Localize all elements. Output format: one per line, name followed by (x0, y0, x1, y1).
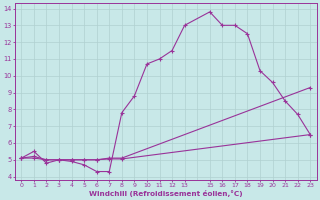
X-axis label: Windchill (Refroidissement éolien,°C): Windchill (Refroidissement éolien,°C) (89, 190, 243, 197)
